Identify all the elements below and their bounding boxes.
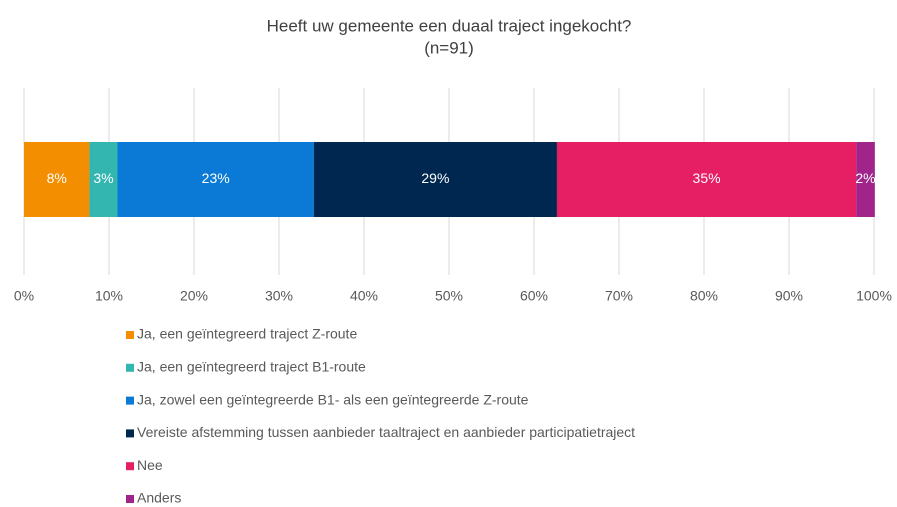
x-tick-label: 50%: [435, 288, 463, 304]
legend-label: Vereiste afstemming tussen aanbieder taa…: [137, 424, 635, 440]
legend-swatch: [126, 331, 134, 339]
x-tick-label: 60%: [520, 288, 548, 304]
data-label: 8%: [47, 170, 67, 186]
legend-label: Ja, een geïntegreerd traject Z-route: [137, 326, 357, 342]
legend-label: Anders: [137, 490, 181, 506]
legend-swatch: [126, 363, 134, 372]
data-label: 23%: [202, 170, 230, 186]
x-tick-label: 80%: [690, 288, 718, 304]
bar-segment: [556, 142, 857, 217]
legend-label: Ja, een geïntegreerd traject B1-route: [137, 359, 366, 375]
bar-segment: [89, 142, 118, 217]
legend-label: Nee: [137, 457, 163, 473]
data-label: 3%: [93, 170, 113, 186]
legend-swatch: [126, 429, 134, 438]
legend-label: Ja, zowel een geïntegreerde B1- als een …: [137, 391, 529, 407]
x-tick-label: 10%: [95, 288, 123, 304]
legend-swatch: [126, 462, 134, 471]
chart-title: Heeft uw gemeente een duaal traject inge…: [267, 16, 632, 35]
bar-segment: [24, 142, 90, 217]
bar-segment: [117, 142, 314, 217]
x-tick-label: 100%: [856, 288, 892, 304]
x-tick-label: 20%: [180, 288, 208, 304]
x-tick-label: 30%: [265, 288, 293, 304]
bar-segment: [856, 142, 875, 217]
bar-segment: [313, 142, 557, 217]
x-tick-label: 70%: [605, 288, 633, 304]
x-tick-label: 40%: [350, 288, 378, 304]
data-label: 35%: [693, 170, 721, 186]
chart-subtitle: (n=91): [424, 38, 474, 57]
legend-swatch: [126, 396, 134, 405]
x-tick-label: 90%: [775, 288, 803, 304]
legend-swatch: [126, 495, 134, 503]
data-label: 2%: [855, 170, 875, 186]
x-tick-label: 0%: [14, 288, 34, 304]
data-label: 29%: [421, 170, 449, 186]
